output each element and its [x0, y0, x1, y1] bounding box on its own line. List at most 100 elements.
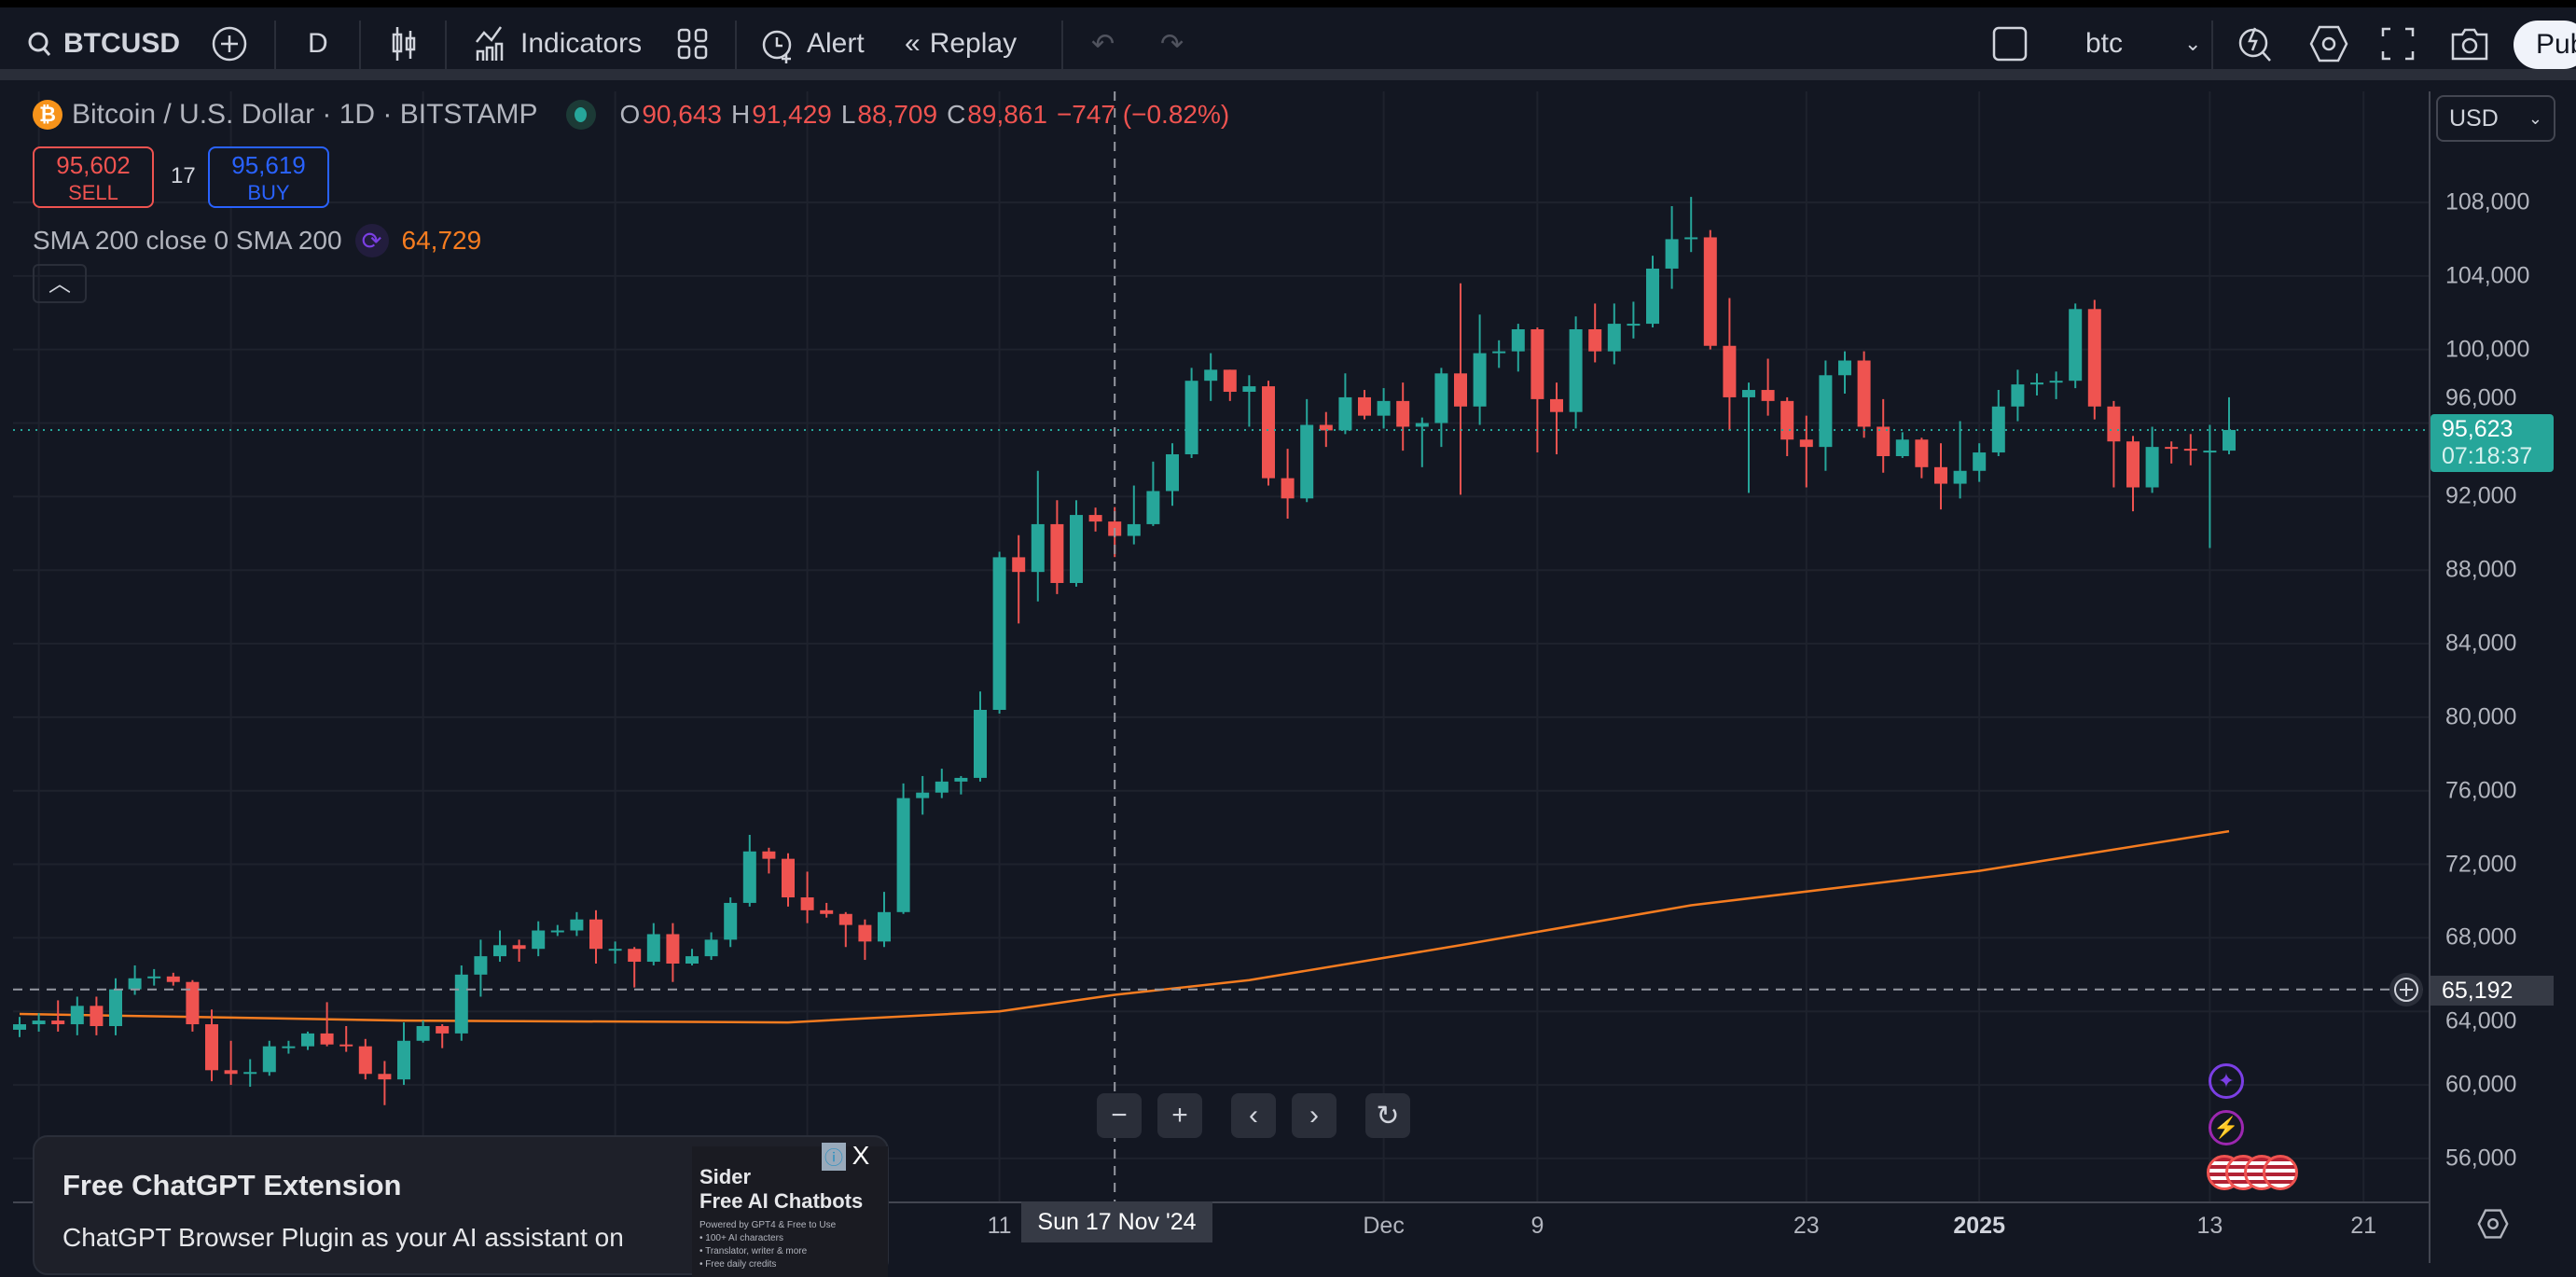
low-label: L [840, 100, 856, 129]
chevron-down-icon: ⌄ [2184, 32, 2202, 55]
buy-button[interactable]: 95,619 BUY [208, 146, 329, 208]
candle-body [1607, 324, 1621, 352]
zoom-in-button[interactable]: + [1157, 1093, 1202, 1138]
candle-down [1012, 534, 1026, 624]
scroll-left-button[interactable]: ‹ [1231, 1093, 1276, 1138]
candle-down [1530, 327, 1544, 453]
candle-body [2183, 449, 2197, 451]
price-tick-label: 56,000 [2445, 1145, 2517, 1172]
reset-chart-button[interactable]: ↻ [1365, 1093, 1410, 1138]
collapse-legend-button[interactable]: ︿ [33, 264, 87, 303]
candle-up [1338, 373, 1352, 435]
candle-body [186, 981, 200, 1025]
quick-search-button[interactable] [2237, 7, 2276, 80]
plus-icon: + [1171, 1100, 1188, 1131]
candle-down [1088, 507, 1102, 532]
fullscreen-button[interactable] [2381, 7, 2415, 80]
sell-button[interactable]: 95,602 SELL [33, 146, 154, 208]
time-axis[interactable] [13, 1201, 2429, 1263]
plus-circle-icon [212, 26, 247, 62]
candle-up [454, 965, 468, 1041]
candle-body [1973, 452, 1987, 471]
axis-settings-button[interactable] [2477, 1209, 2514, 1246]
candle-up [992, 551, 1006, 714]
layout-name-dropdown[interactable]: btc ⌄ [2085, 7, 2201, 80]
series-title: Bitcoin / U.S. Dollar · 1D · BITSTAMP [72, 99, 538, 130]
candle-down [762, 847, 776, 874]
candle-down [1857, 351, 1871, 438]
candle-down [2107, 400, 2121, 488]
candle-body [1646, 268, 1659, 325]
scroll-right-button[interactable]: › [1292, 1093, 1336, 1138]
last-price-label: 95,623 07:18:37 [2431, 414, 2554, 472]
candle-body [628, 949, 642, 963]
camera-icon [2451, 28, 2488, 61]
search-icon [28, 32, 51, 56]
candle-up [1607, 303, 1621, 365]
publish-button[interactable]: Pub [2514, 21, 2576, 69]
candle-body [1184, 381, 1198, 455]
indicators-button[interactable]: Indicators [474, 7, 642, 80]
add-alert-at-price-button[interactable] [2389, 973, 2423, 1006]
redo-button[interactable]: ↷ [1160, 7, 1184, 80]
chart-type-button[interactable] [390, 7, 418, 80]
symbol-label: BTCUSD [63, 28, 180, 59]
candle-down [90, 996, 104, 1035]
indicators-label: Indicators [520, 28, 643, 59]
candle-body [570, 919, 584, 931]
currency-dropdown[interactable]: USD ⌄ [2436, 95, 2555, 142]
ad-side-line: • Free daily credits [699, 1259, 777, 1270]
candles-icon [392, 27, 416, 61]
chevron-down-icon: ⌄ [2528, 108, 2542, 128]
ad-banner[interactable]: Free ChatGPT Extension ChatGPT Browser P… [33, 1135, 889, 1277]
candle-body [1895, 439, 1909, 456]
settings-button[interactable] [2309, 7, 2348, 80]
sma-legend[interactable]: SMA 200 close 0 SMA 200 ⟳ 64,729 [33, 224, 481, 257]
toolbar-divider [735, 21, 737, 69]
ad-image: Sider Free AI Chatbots Powered by GPT4 & … [692, 1146, 888, 1277]
interval-button[interactable]: D [308, 7, 328, 80]
candle-up [686, 949, 699, 965]
alert-button[interactable]: Alert [760, 7, 865, 80]
symbol-search-button[interactable]: BTCUSD [26, 7, 180, 80]
candle-body [1204, 369, 1218, 382]
chart-pane[interactable] [13, 91, 2429, 1201]
candle-up [2145, 426, 2159, 493]
series-legend: ₿ Bitcoin / U.S. Dollar · 1D · BITSTAMP … [33, 99, 1229, 131]
candle-down [378, 1061, 392, 1105]
candle-up [1166, 443, 1179, 507]
ad-side-line: • Translator, writer & more [699, 1246, 808, 1256]
replay-button[interactable]: « Replay [905, 7, 1017, 80]
refresh-icon[interactable]: ⟳ [354, 224, 389, 257]
undo-button[interactable]: ↶ [1091, 7, 1115, 80]
candle-body [1530, 328, 1544, 399]
price-axis[interactable] [2429, 91, 2576, 1263]
ad-close-button[interactable]: X [852, 1141, 870, 1170]
ideas-marker-icon[interactable]: ✦ [2209, 1063, 2244, 1099]
candle-down [1396, 382, 1410, 451]
screenshot-button[interactable] [2450, 7, 2489, 80]
ad-info-icon[interactable]: ⓘ [822, 1143, 846, 1171]
candle-body [666, 934, 680, 964]
price-chart [13, 91, 2429, 1201]
candle-down [339, 1026, 353, 1052]
candle-body [1723, 345, 1737, 397]
buy-price: 95,619 [231, 151, 306, 179]
candle-up [109, 978, 122, 1035]
lightning-marker-icon[interactable]: ⚡ [2209, 1110, 2244, 1145]
candle-body [1819, 375, 1833, 448]
price-tick-label: 80,000 [2445, 703, 2517, 730]
ad-side-title: Sider [699, 1165, 752, 1188]
compare-symbol-button[interactable] [211, 7, 248, 80]
candle-body [1838, 360, 1851, 376]
candle-body [532, 930, 546, 950]
zoom-out-button[interactable]: − [1097, 1093, 1142, 1138]
candle-body [90, 1006, 104, 1027]
templates-button[interactable] [677, 7, 709, 80]
candle-up [2049, 371, 2063, 399]
candle-body [762, 851, 776, 859]
candle-body [1627, 324, 1641, 326]
layout-toggle-button[interactable] [1992, 7, 2028, 80]
candle-body [782, 858, 795, 898]
economic-events-markers[interactable] [2207, 1155, 2298, 1190]
